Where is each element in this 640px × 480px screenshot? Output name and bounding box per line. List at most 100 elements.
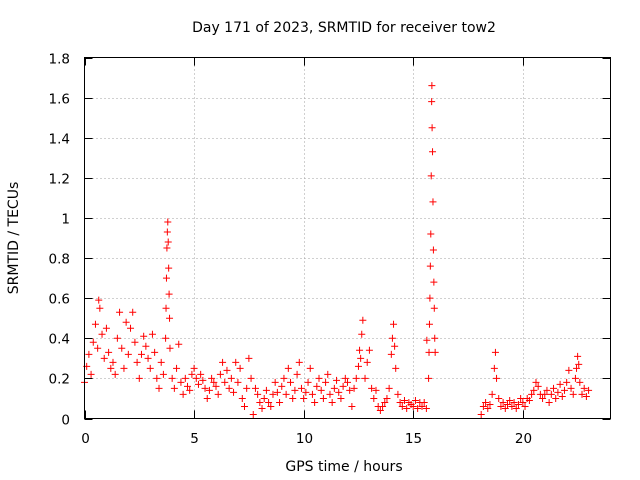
data-point (105, 348, 113, 356)
data-point (501, 404, 509, 412)
data-point (203, 394, 211, 402)
data-point (383, 394, 391, 402)
data-point (258, 404, 266, 412)
data-point (521, 402, 529, 410)
data-point (580, 384, 588, 392)
grid (84, 57, 611, 419)
data-point (519, 398, 527, 406)
data-point (488, 390, 496, 398)
data-point (346, 386, 354, 394)
data-point (129, 308, 137, 316)
data-point (151, 348, 159, 356)
data-point (387, 350, 395, 358)
data-point (162, 334, 170, 342)
data-point (137, 350, 145, 358)
data-point (124, 350, 132, 358)
data-point (245, 354, 253, 362)
data-point (400, 396, 408, 404)
data-point (567, 384, 575, 392)
data-point (186, 386, 194, 394)
data-point (558, 392, 566, 400)
data-point (486, 400, 494, 408)
data-point (482, 398, 490, 406)
data-point (565, 366, 573, 374)
data-point (265, 398, 273, 406)
data-point (269, 390, 277, 398)
data-point (238, 394, 246, 402)
data-point (573, 364, 581, 372)
data-point (107, 364, 115, 372)
data-point (563, 378, 571, 386)
data-point (159, 370, 167, 378)
data-point (201, 384, 209, 392)
data-point (372, 386, 380, 394)
data-point (381, 398, 389, 406)
x-axis-label: GPS time / hours (285, 459, 402, 475)
data-point (262, 386, 270, 394)
data-point (219, 358, 227, 366)
data-point (287, 378, 295, 386)
data-point (495, 394, 503, 402)
data-point (578, 390, 586, 398)
data-point (247, 374, 255, 382)
data-point (166, 314, 174, 322)
data-point (102, 324, 110, 332)
data-point (146, 364, 154, 372)
data-point (388, 334, 396, 342)
data-point (184, 382, 192, 390)
data-point (227, 374, 235, 382)
data-point (205, 386, 213, 394)
y-tick-label: 1.8 (49, 52, 70, 68)
data-point (429, 198, 437, 206)
data-point (569, 390, 577, 398)
data-point (394, 390, 402, 398)
data-point (100, 354, 108, 362)
data-point (359, 316, 367, 324)
data-point (428, 124, 436, 132)
x-tick-label: 10 (296, 431, 313, 447)
data-point (142, 342, 150, 350)
axis-ticks (84, 57, 611, 420)
data-point (429, 148, 437, 156)
data-point (166, 344, 174, 352)
x-tick-label: 5 (190, 431, 199, 447)
data-point (280, 374, 288, 382)
data-point (575, 360, 583, 368)
data-point (425, 320, 433, 328)
data-point (89, 338, 97, 346)
data-point (431, 348, 439, 356)
data-point (350, 384, 358, 392)
data-point (414, 404, 422, 412)
y-tick-label: 1.6 (49, 92, 70, 108)
data-point (428, 98, 436, 106)
data-point (162, 304, 170, 312)
y-axis-label: SRMTID / TECUs (6, 182, 22, 295)
data-point (554, 388, 562, 396)
data-point (96, 304, 104, 312)
data-point (499, 398, 507, 406)
data-point (530, 386, 538, 394)
data-point (547, 390, 555, 398)
y-tick-label: 0 (61, 413, 70, 429)
data-point (532, 378, 540, 386)
data-point (208, 374, 216, 382)
data-point (214, 390, 222, 398)
data-point (356, 346, 364, 354)
data-point (506, 396, 514, 404)
x-tick-label: 20 (515, 431, 532, 447)
data-point (282, 390, 290, 398)
data-point (168, 374, 176, 382)
data-point (164, 218, 172, 226)
data-point (427, 230, 435, 238)
data-point (163, 244, 171, 252)
data-point (543, 386, 551, 394)
data-point (429, 246, 437, 254)
data-point (271, 378, 279, 386)
data-point (221, 378, 229, 386)
data-point (194, 380, 202, 388)
data-point (192, 374, 200, 382)
data-point (293, 370, 301, 378)
data-point (418, 402, 426, 410)
data-point (273, 388, 281, 396)
data-point (133, 358, 141, 366)
